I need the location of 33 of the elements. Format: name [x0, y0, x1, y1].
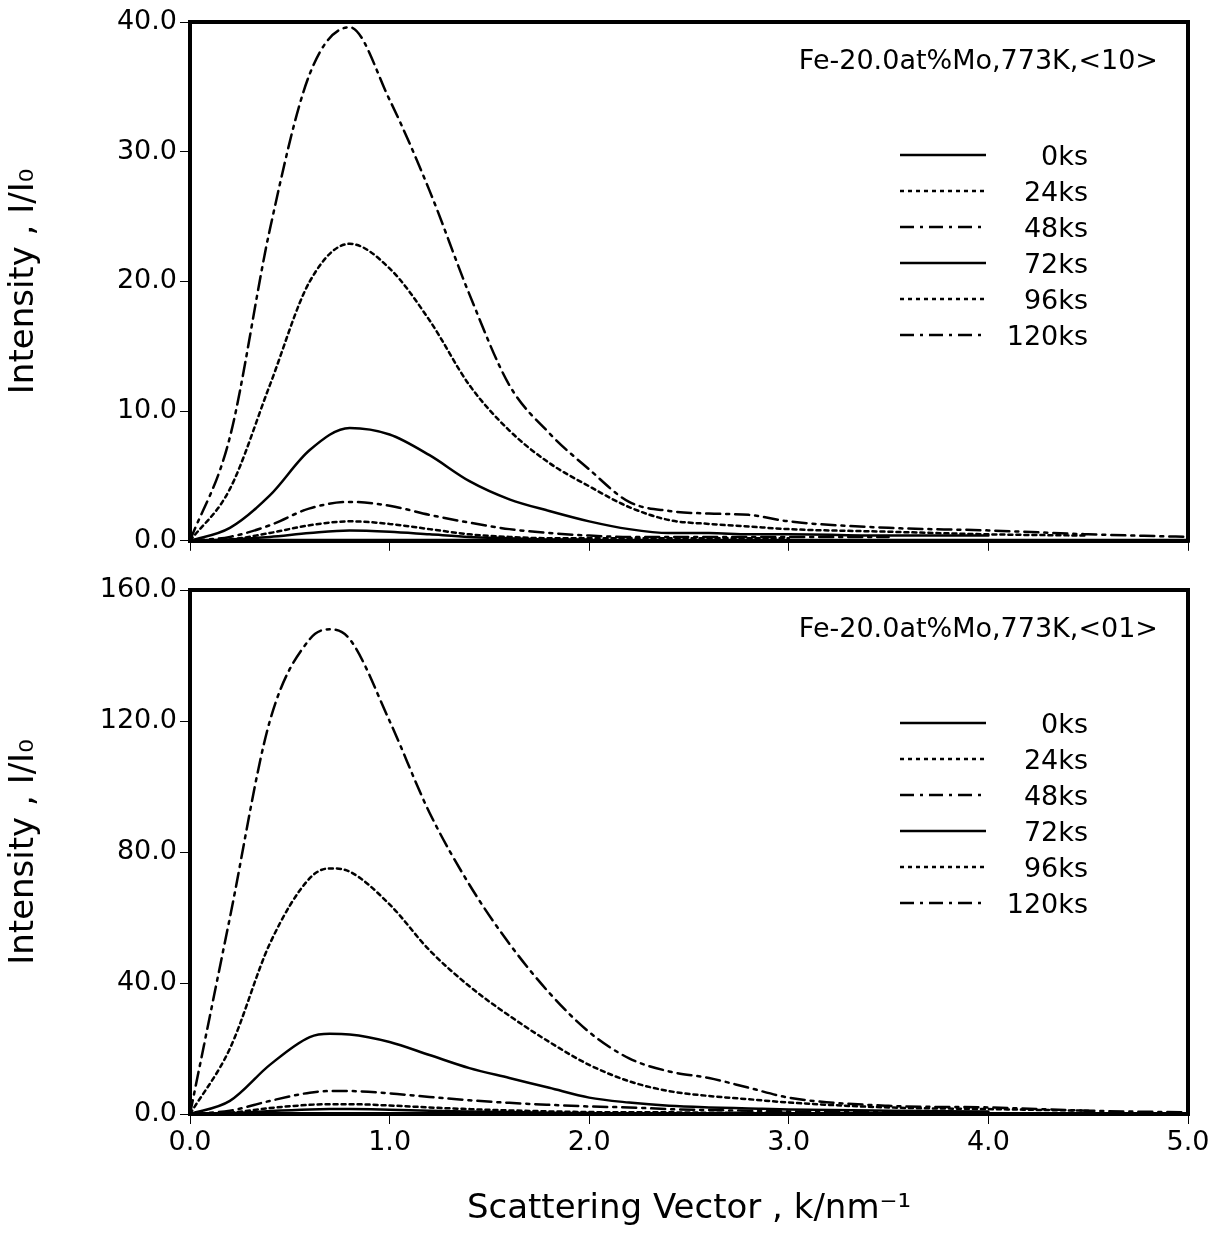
legend-label: 0ks	[1040, 139, 1088, 171]
y-tick-label: 80.0	[116, 834, 177, 866]
y-tick-label: 160.0	[99, 572, 177, 604]
legend-label: 96ks	[1022, 283, 1088, 315]
y-tick-label: 30.0	[116, 133, 177, 165]
y-tick-label: 20.0	[116, 263, 177, 295]
y-tick-label: 40.0	[116, 4, 177, 36]
x-tick-label: 0.0	[168, 1125, 212, 1157]
text: Fe-20.0at%Mo,773K,<10>	[798, 44, 1158, 75]
x-tick-label: 1.0	[368, 1125, 412, 1157]
legend-label: 0ks	[1040, 707, 1088, 739]
x-tick-label: 2.0	[567, 1125, 611, 1157]
text: Fe-20.0at%Mo,773K,<01>	[798, 612, 1158, 643]
y-tick-label: 40.0	[116, 965, 177, 997]
x-tick-label: 3.0	[767, 1125, 811, 1157]
legend-label: 120ks	[1005, 319, 1088, 351]
y-axis-title: Intensity , I/I₀	[1, 168, 42, 395]
legend-label: 120ks	[1005, 887, 1088, 919]
legend-label: 72ks	[1022, 815, 1088, 847]
legend-label: 72ks	[1022, 247, 1088, 279]
legend-label: 48ks	[1022, 779, 1088, 811]
y-axis-title: Intensity , I/I₀	[1, 739, 42, 965]
y-tick-label: 0.0	[134, 1096, 177, 1128]
legend-label: 48ks	[1022, 211, 1088, 243]
y-tick-label: 0.0	[134, 522, 177, 554]
y-tick-label: 10.0	[116, 393, 177, 425]
x-axis-title: Scattering Vector , k/nm⁻¹	[466, 1186, 912, 1227]
legend-label: 24ks	[1022, 743, 1088, 775]
y-tick-label: 120.0	[99, 703, 177, 735]
x-tick-label: 5.0	[1166, 1125, 1210, 1157]
legend-label: 24ks	[1022, 175, 1088, 207]
x-tick-label: 4.0	[966, 1125, 1010, 1157]
legend-label: 96ks	[1022, 851, 1088, 883]
